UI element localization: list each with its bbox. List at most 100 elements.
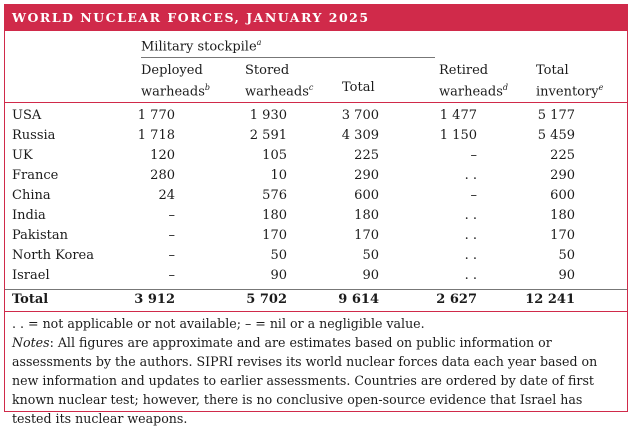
total-row: Total 3 912 5 702 9 614 2 627 12 241 — [5, 290, 627, 310]
cell-stored: 1 930 — [249, 108, 287, 123]
group-header-military-stockpile: Military stockpilea — [141, 38, 261, 54]
cell-inventory: 90 — [558, 268, 575, 283]
table-title: WORLD NUCLEAR FORCES, JANUARY 2025 — [5, 5, 627, 31]
cell-deployed: 1 718 — [137, 128, 175, 143]
column-header-note: b — [204, 83, 211, 92]
column-header-line2: warheads — [141, 84, 205, 100]
total-rule — [5, 289, 627, 290]
cell-total: 170 — [354, 228, 379, 243]
cell-retired: 1 477 — [439, 108, 477, 123]
column-header-line2: warheads — [245, 84, 309, 100]
cell-stored: 180 — [262, 208, 287, 223]
table-row: Israel – 90 90 . . 90 — [5, 266, 627, 286]
cell-deployed: – — [168, 228, 176, 243]
group-header-label: Military stockpile — [141, 39, 257, 55]
cell-retired: . . — [464, 208, 477, 223]
column-header-deployed: Deployed warheadsb — [141, 62, 210, 100]
cell-total: 180 — [354, 208, 379, 223]
cell-inventory: 290 — [550, 168, 575, 183]
cell-deployed: 280 — [150, 168, 175, 183]
table-row: China 24 576 600 – 600 — [5, 186, 627, 206]
column-header-stored: Stored warheadsc — [245, 62, 313, 100]
cell-total: 90 — [362, 268, 379, 283]
cell-total: 225 — [354, 148, 379, 163]
cell-deployed: 24 — [158, 188, 175, 203]
cell-inventory: 12 241 — [525, 292, 575, 307]
cell-total: 3 700 — [341, 108, 379, 123]
cell-total: 600 — [354, 188, 379, 203]
cell-retired: 1 150 — [439, 128, 477, 143]
cell-retired: – — [470, 148, 478, 163]
column-header-line2: Total — [342, 80, 375, 95]
cell-country: Israel — [12, 268, 50, 283]
cell-inventory: 170 — [550, 228, 575, 243]
table-row: Pakistan – 170 170 . . 170 — [5, 226, 627, 246]
table-row: North Korea – 50 50 . . 50 — [5, 246, 627, 266]
cell-retired: . . — [464, 248, 477, 263]
table-row: France 280 10 290 . . 290 — [5, 166, 627, 186]
cell-stored: 5 702 — [246, 292, 287, 307]
cell-retired: – — [470, 188, 478, 203]
cell-country: North Korea — [12, 248, 94, 263]
cell-stored: 50 — [270, 248, 287, 263]
cell-total: 9 614 — [338, 292, 379, 307]
column-header-line1: Deployed — [141, 63, 203, 78]
cell-stored: 90 — [270, 268, 287, 283]
cell-stored: 576 — [262, 188, 287, 203]
notes-text: : All figures are approximate and are es… — [12, 335, 598, 426]
notes-label: Notes — [12, 335, 50, 350]
cell-deployed: 3 912 — [134, 292, 175, 307]
cell-country: Total — [12, 292, 49, 307]
cell-retired: . . — [464, 268, 477, 283]
cell-inventory: 50 — [558, 248, 575, 263]
cell-total: 50 — [362, 248, 379, 263]
cell-inventory: 180 — [550, 208, 575, 223]
cell-retired: 2 627 — [436, 292, 477, 307]
cell-stored: 10 — [270, 168, 287, 183]
column-header-line1: Retired — [439, 63, 489, 78]
table-row: USA 1 770 1 930 3 700 1 477 5 177 — [5, 106, 627, 126]
cell-country: India — [12, 208, 46, 223]
column-header-retired: Retired warheadsd — [439, 62, 508, 100]
cell-country: China — [12, 188, 51, 203]
cell-inventory: 5 177 — [537, 108, 575, 123]
cell-deployed: – — [168, 268, 176, 283]
cell-stored: 2 591 — [249, 128, 287, 143]
column-header-note: c — [308, 83, 314, 92]
cell-country: UK — [12, 148, 33, 163]
column-header-total: Total — [342, 79, 375, 96]
cell-deployed: 120 — [150, 148, 175, 163]
cell-total: 290 — [354, 168, 379, 183]
table-row: Russia 1 718 2 591 4 309 1 150 5 459 — [5, 126, 627, 146]
notes-paragraph: Notes: All figures are approximate and a… — [12, 333, 620, 428]
cell-country: Pakistan — [12, 228, 68, 243]
column-header-note: d — [502, 83, 509, 92]
cell-country: Russia — [12, 128, 56, 143]
column-header-line1: Total — [536, 63, 569, 78]
footer-rule — [5, 311, 627, 312]
legend-note: . . = not applicable or not available; –… — [12, 316, 425, 331]
table-row: India – 180 180 . . 180 — [5, 206, 627, 226]
table-row: UK 120 105 225 – 225 — [5, 146, 627, 166]
column-header-line2: inventory — [536, 84, 599, 100]
cell-total: 4 309 — [341, 128, 379, 143]
column-header-note: e — [598, 83, 604, 92]
column-header-inventory: Total inventorye — [536, 62, 603, 100]
cell-country: France — [12, 168, 59, 183]
group-header-note: a — [256, 38, 262, 47]
cell-retired: . . — [464, 228, 477, 243]
cell-deployed: – — [168, 248, 176, 263]
cell-inventory: 225 — [550, 148, 575, 163]
cell-country: USA — [12, 108, 42, 123]
column-header-line2: warheads — [439, 84, 503, 100]
cell-deployed: 1 770 — [137, 108, 175, 123]
table-notes: . . = not applicable or not available; –… — [12, 314, 620, 428]
cell-inventory: 5 459 — [537, 128, 575, 143]
cell-stored: 170 — [262, 228, 287, 243]
group-header-rule — [141, 57, 435, 58]
column-header-line1: Stored — [245, 63, 290, 78]
cell-inventory: 600 — [550, 188, 575, 203]
nuclear-forces-table: WORLD NUCLEAR FORCES, JANUARY 2025 Milit… — [4, 4, 628, 426]
cell-deployed: – — [168, 208, 176, 223]
header-rule — [5, 102, 627, 103]
